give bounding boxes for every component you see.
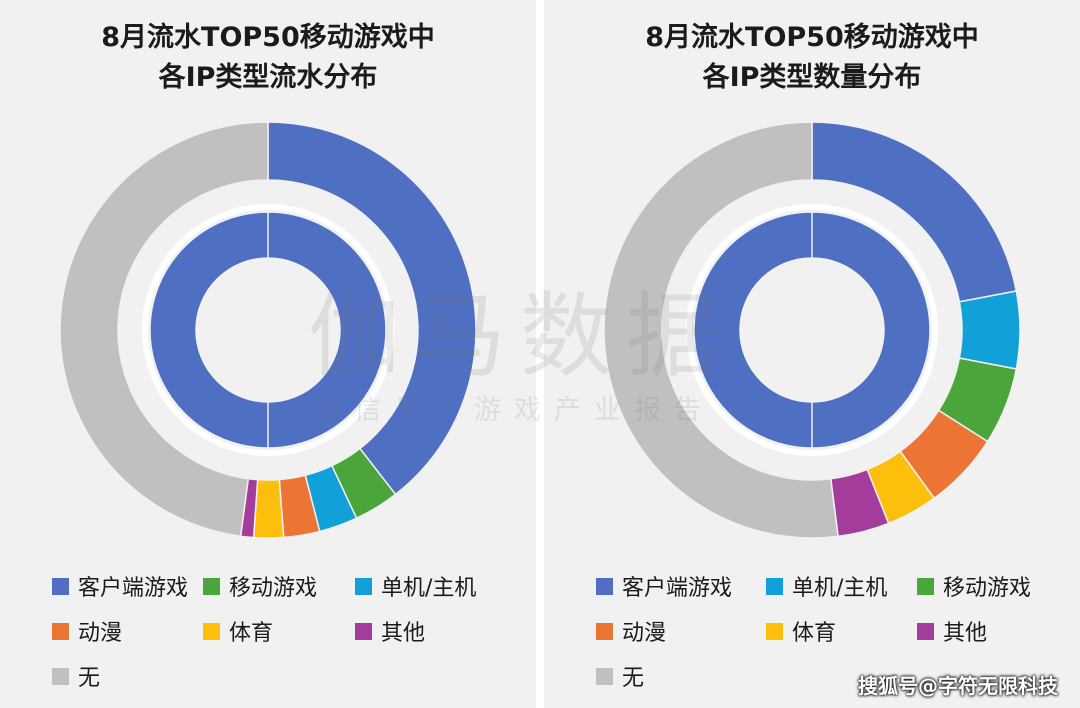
legend-label: 单机/主机	[381, 570, 476, 602]
inner-ring-slice-client-game	[694, 212, 930, 448]
outer-ring-slice-sports	[254, 480, 284, 538]
legend-label: 体育	[229, 615, 273, 647]
legend-label: 其他	[381, 615, 425, 647]
legend-label: 体育	[792, 615, 836, 647]
legend-swatch	[355, 578, 372, 595]
legend-label: 客户端游戏	[78, 570, 188, 602]
legend-swatch	[203, 623, 220, 640]
legend-swatch	[203, 578, 220, 595]
legend-item-client-game: 客户端游戏	[52, 570, 188, 602]
legend-swatch	[917, 623, 934, 640]
legend-item-sports: 体育	[766, 615, 836, 647]
source-watermark: 搜狐号@字符无限科技	[858, 670, 1058, 699]
legend-label: 无	[78, 660, 100, 692]
legend-label: 动漫	[622, 615, 666, 647]
legend-item-mobile-game: 移动游戏	[917, 570, 1031, 602]
legend-item-other: 其他	[917, 615, 987, 647]
inner-ring-slice-client-game	[150, 212, 386, 448]
legend-swatch	[52, 668, 69, 685]
legend-label: 移动游戏	[229, 570, 317, 602]
chart-panel-left: 8月流水TOP50移动游戏中 各IP类型流水分布 客户端游戏 移动游戏 单机/主机动…	[0, 0, 536, 708]
legend-label: 单机/主机	[792, 570, 887, 602]
legend-swatch	[766, 578, 783, 595]
legend-item-none: 无	[52, 660, 100, 692]
legend-item-sports: 体育	[203, 615, 273, 647]
legend-item-console-game: 单机/主机	[355, 570, 476, 602]
legend-item-mobile-game: 移动游戏	[203, 570, 317, 602]
legend-swatch	[596, 578, 613, 595]
legend-swatch	[596, 668, 613, 685]
legend-label: 动漫	[78, 615, 122, 647]
legend-swatch	[917, 578, 934, 595]
legend-swatch	[52, 578, 69, 595]
legend-item-none: 无	[596, 660, 644, 692]
legend-item-client-game: 客户端游戏	[596, 570, 732, 602]
legend-label: 客户端游戏	[622, 570, 732, 602]
outer-ring-slice-console-game	[959, 291, 1020, 369]
legend-swatch	[52, 623, 69, 640]
legend-swatch	[355, 623, 372, 640]
legend-label: 无	[622, 660, 644, 692]
legend-item-other: 其他	[355, 615, 425, 647]
legend-label: 其他	[943, 615, 987, 647]
legend-swatch	[766, 623, 783, 640]
legend-item-anime: 动漫	[52, 615, 122, 647]
legend-label: 移动游戏	[943, 570, 1031, 602]
legend-item-anime: 动漫	[596, 615, 666, 647]
legend-item-console-game: 单机/主机	[766, 570, 887, 602]
chart-panel-right: 8月流水TOP50移动游戏中 各IP类型数量分布 客户端游戏 单机/主机 移动游戏动…	[544, 0, 1080, 708]
legend-swatch	[596, 623, 613, 640]
